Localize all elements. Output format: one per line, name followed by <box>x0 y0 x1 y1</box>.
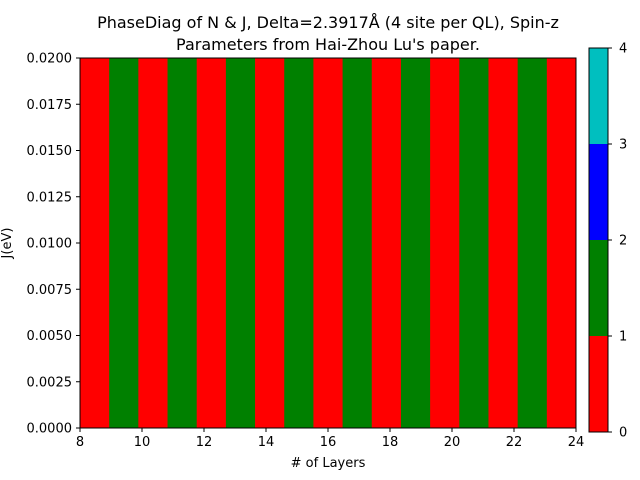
y-tick-label: 0.0050 <box>27 329 73 344</box>
y-tick-label: 0.0100 <box>27 237 73 252</box>
colorbar-tick-label: 3 <box>619 138 627 153</box>
colorbar-segment <box>589 336 608 432</box>
y-axis-label: J(eV) <box>0 228 15 260</box>
heatmap-cell <box>225 58 256 428</box>
y-tick-label: 0.0025 <box>27 375 73 390</box>
heatmap-cell <box>196 58 227 428</box>
heatmap-cell <box>517 58 548 428</box>
colorbar-segment <box>589 144 608 240</box>
heatmap-cell <box>430 58 460 428</box>
x-tick-label: 24 <box>568 435 585 450</box>
chart-title-line1: PhaseDiag of N & J, Delta=2.3917Å (4 sit… <box>97 13 559 32</box>
heatmap-cell <box>167 58 198 428</box>
heatmap-plot-area <box>79 57 577 429</box>
x-tick-label: 10 <box>134 435 151 450</box>
x-tick-label: 22 <box>506 435 523 450</box>
heatmap-cell <box>400 58 431 428</box>
heatmap-cell <box>80 58 110 428</box>
colorbar: 0 1 2 3 4 <box>588 42 627 441</box>
y-axis: 0.0000 0.0025 0.0050 0.0075 0.0100 0.0125 0.01… <box>27 52 80 437</box>
heatmap-cell <box>138 58 168 428</box>
heatmap-cell <box>488 58 519 428</box>
x-axis-label: # of Layers <box>291 456 366 471</box>
heatmap-cell <box>546 58 577 428</box>
x-tick-label: 20 <box>444 435 461 450</box>
colorbar-segment <box>589 240 608 336</box>
y-tick-label: 0.0150 <box>27 144 73 159</box>
heatmap-cell <box>371 58 402 428</box>
y-tick-label: 0.0175 <box>27 98 73 113</box>
colorbar-segment <box>589 48 608 144</box>
colorbar-tick-label: 0 <box>619 426 627 441</box>
x-tick-label: 8 <box>76 435 84 450</box>
heatmap-cell <box>313 58 343 428</box>
heatmap-cell <box>109 58 139 428</box>
y-tick-label: 0.0075 <box>27 283 73 298</box>
y-tick-label: 0.0000 <box>27 422 73 437</box>
x-tick-label: 18 <box>382 435 399 450</box>
heatmap-cell <box>284 58 314 428</box>
heatmap-cell <box>342 58 373 428</box>
x-tick-label: 16 <box>320 435 337 450</box>
chart-title-line2: Parameters from Hai-Zhou Lu's paper. <box>176 35 480 54</box>
colorbar-tick-label: 4 <box>619 42 627 57</box>
x-tick-label: 14 <box>258 435 275 450</box>
heatmap-cell <box>459 58 489 428</box>
x-axis: 8 10 12 14 16 18 20 22 24 <box>76 428 584 450</box>
x-tick-label: 12 <box>196 435 213 450</box>
heatmap-cell <box>255 58 285 428</box>
colorbar-tick-label: 2 <box>619 234 627 249</box>
y-tick-label: 0.0125 <box>27 190 73 205</box>
colorbar-tick-label: 1 <box>619 330 627 345</box>
y-tick-label: 0.0200 <box>27 52 73 67</box>
